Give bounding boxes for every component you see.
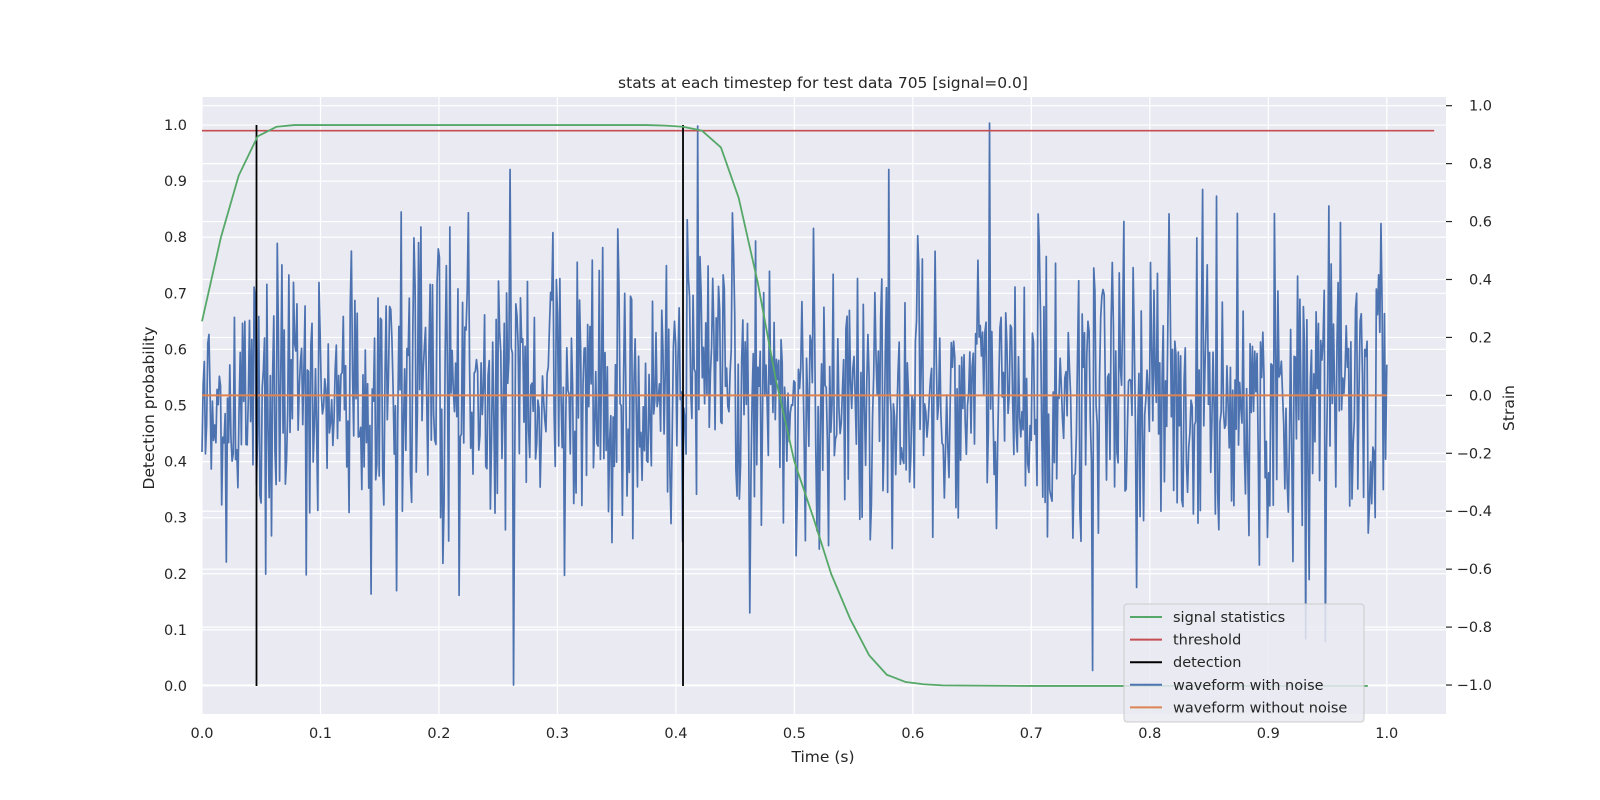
y-tick-label: 0.1 [164,623,187,639]
x-tick-label: 0.1 [309,726,332,742]
plot-series [201,122,1435,687]
y2-tick-label: −0.8 [1457,620,1492,636]
x-tick-label: 0.0 [190,726,213,742]
x-tick-label: 0.5 [783,726,806,742]
x-tick-label: 0.3 [546,726,569,742]
signal-statistics-line [201,124,1368,687]
y-tick-label: 0.0 [164,679,187,695]
x-tick-label: 0.4 [664,726,687,742]
legend-label: waveform with noise [1173,678,1324,694]
y-tick-label: 0.2 [164,567,187,583]
legend-label: waveform without noise [1173,700,1347,716]
x-axis-label: Time (s) [790,748,854,766]
y-tick-label: 0.9 [164,174,187,190]
y2-axis-label: Strain [1500,385,1518,431]
y2-tick-label: −0.6 [1457,562,1492,578]
x-tick-label: 0.8 [1138,726,1161,742]
waveform-with-noise-line [201,122,1388,686]
legend-box [1123,603,1365,723]
y-tick-label: 0.5 [164,399,187,415]
y2-tick-label: 1.0 [1469,99,1492,115]
y-tick-label: 1.0 [164,118,187,134]
axes: 0.0 0.1 0.2 0.3 0.4 0.5 0.6 0.7 0.8 0.9 1.0 0.0 0.1 0… [164,99,1492,742]
y-tick-label: 0.4 [164,455,187,471]
chart-title: stats at each timestep for test data 705… [618,74,1028,92]
y2-tick-label: −1.0 [1457,678,1492,694]
y2-tick-label: 0.2 [1469,330,1492,346]
x-tick-label: 0.7 [1020,726,1043,742]
x-tick-label: 0.2 [427,726,450,742]
y-axis-label: Detection probability [140,327,158,490]
y-tick-label: 0.8 [164,230,187,246]
legend-label: detection [1173,655,1241,671]
y2-tick-label: 0.6 [1469,215,1492,231]
y2-tick-label: 0.0 [1469,388,1492,404]
y-tick-label: 0.7 [164,286,187,302]
legend-label: threshold [1173,633,1241,649]
x-tick-label: 0.9 [1257,726,1280,742]
y2-tick-label: 0.4 [1469,272,1492,288]
legend: signal statistics threshold detection wavef… [1123,603,1365,723]
y-tick-label: 0.6 [164,342,187,358]
x-tick-label: 0.6 [901,726,924,742]
y2-tick-label: 0.8 [1469,157,1492,173]
x-tick-label: 1.0 [1375,726,1398,742]
y2-tick-label: −0.4 [1457,504,1492,520]
y-tick-label: 0.3 [164,511,187,527]
legend-label: signal statistics [1173,610,1285,626]
y2-tick-label: −0.2 [1457,446,1492,462]
